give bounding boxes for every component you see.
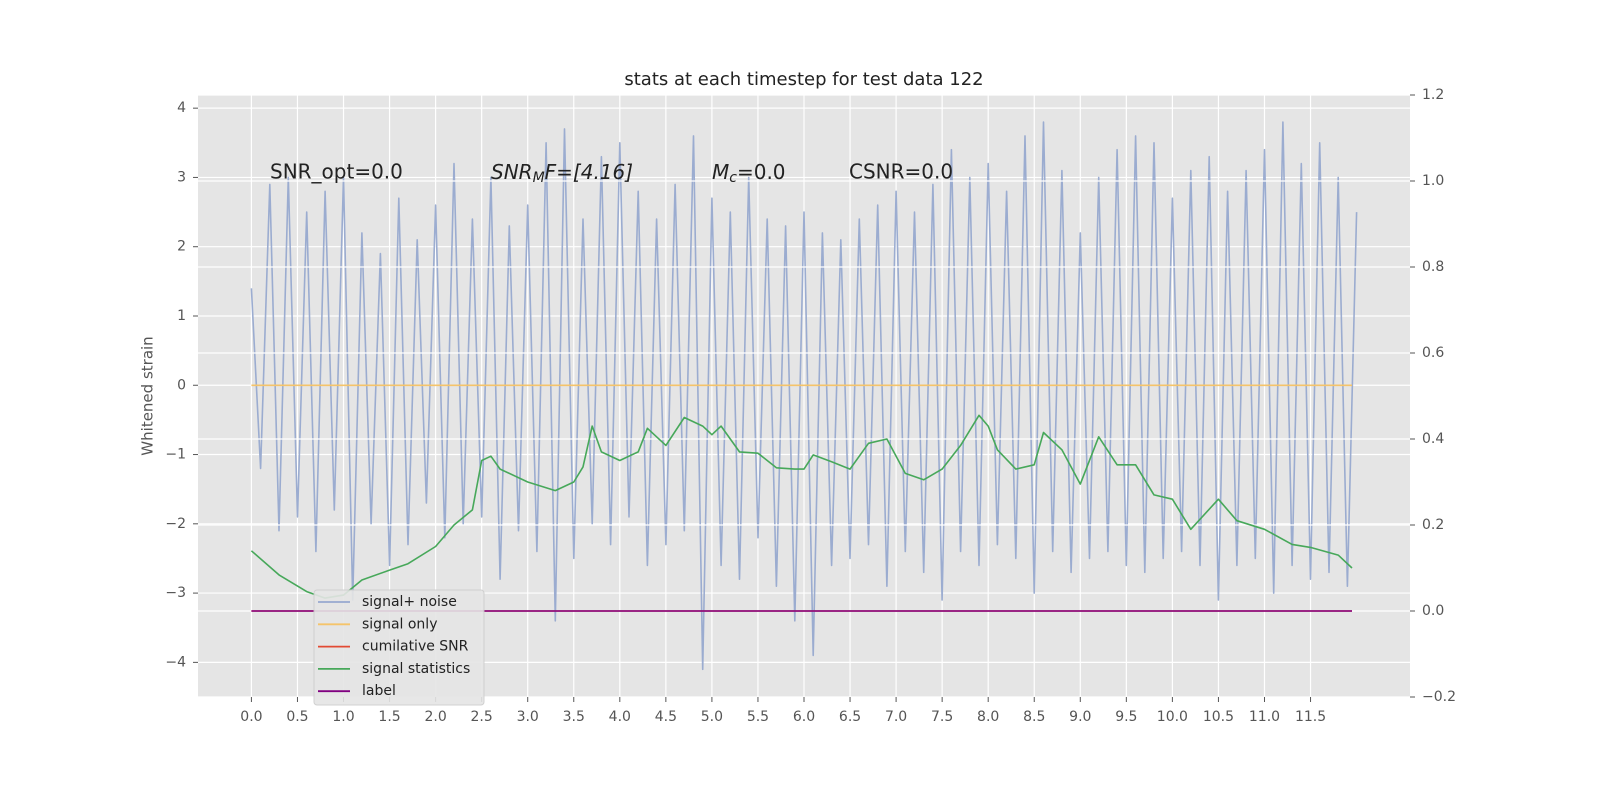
x-tick-label: 7.5 xyxy=(931,709,953,725)
y2-tick-label: −0.2 xyxy=(1422,689,1456,705)
legend-label: cumilative SNR xyxy=(362,639,469,655)
y-tick-label: 4 xyxy=(177,100,186,116)
x-tick-label: 10.5 xyxy=(1203,709,1234,725)
annotation: Mc=0.0 xyxy=(712,160,786,187)
y-tick-label: −3 xyxy=(165,585,186,601)
annotation-part: F=[4.16] xyxy=(545,160,633,184)
y2-tick-label: 1.0 xyxy=(1422,173,1444,189)
x-tick-label: 10.0 xyxy=(1157,709,1188,725)
chart-title: stats at each timestep for test data 122 xyxy=(624,69,983,90)
annotation: CSNR=0.0 xyxy=(849,160,953,184)
x-tick-label: 5.0 xyxy=(701,709,723,725)
y-tick-label: −4 xyxy=(165,654,186,670)
x-tick-label: 2.0 xyxy=(424,709,446,725)
legend-label: label xyxy=(362,683,396,699)
x-tick-label: 6.0 xyxy=(793,709,815,725)
legend-box xyxy=(313,589,485,706)
x-tick-label: 5.5 xyxy=(747,709,769,725)
annotation: SNRMF=[4.16] xyxy=(491,160,633,187)
legend-label: signal statistics xyxy=(362,661,470,677)
x-tick-label: 4.5 xyxy=(655,709,677,725)
x-tick-label: 1.5 xyxy=(378,709,400,725)
annotation-part: c xyxy=(729,170,737,186)
annotation-part: M xyxy=(533,170,545,186)
annotation-part: M xyxy=(712,160,729,184)
x-tick-label: 8.5 xyxy=(1023,709,1045,725)
y-tick-label: 1 xyxy=(177,308,186,324)
y2-tick-label: 0.0 xyxy=(1422,603,1444,619)
legend-label: signal+ noise xyxy=(362,594,457,610)
x-tick-label: 6.5 xyxy=(839,709,861,725)
y-axis-label: Whitened strain xyxy=(139,336,157,455)
y-tick-label: −2 xyxy=(165,516,186,532)
x-tick-label: 0.0 xyxy=(240,709,262,725)
y2-tick-label: 0.4 xyxy=(1422,431,1444,447)
series-line xyxy=(250,414,1353,599)
annotation-part: SNR xyxy=(491,160,533,184)
y-tick-label: −1 xyxy=(165,447,186,463)
y-tick-label: 0 xyxy=(177,377,186,393)
annotation: SNR_opt=0.0 xyxy=(270,160,403,184)
y2-tick-label: 0.6 xyxy=(1422,345,1444,361)
x-tick-label: 0.5 xyxy=(286,709,308,725)
x-tick-label: 3.0 xyxy=(517,709,539,725)
x-tick-label: 9.5 xyxy=(1115,709,1137,725)
y2-tick-label: 1.2 xyxy=(1422,87,1444,103)
y2-tick-label: 0.2 xyxy=(1422,517,1444,533)
x-tick-label: 7.0 xyxy=(885,709,907,725)
annotation-part: =0.0 xyxy=(737,160,786,184)
x-tick-label: 3.5 xyxy=(563,709,585,725)
y2-tick-label: 0.8 xyxy=(1422,259,1444,275)
y-tick-label: 2 xyxy=(177,239,186,255)
x-tick-label: 11.5 xyxy=(1295,709,1326,725)
y-tick-label: 3 xyxy=(177,169,186,185)
x-tick-label: 8.0 xyxy=(977,709,999,725)
x-tick-label: 2.5 xyxy=(471,709,493,725)
x-tick-label: 11.0 xyxy=(1249,709,1280,725)
x-tick-label: 9.0 xyxy=(1069,709,1091,725)
legend-label: signal only xyxy=(362,616,437,632)
x-tick-label: 1.0 xyxy=(332,709,354,725)
series-line xyxy=(250,121,1358,671)
x-tick-label: 4.0 xyxy=(609,709,631,725)
